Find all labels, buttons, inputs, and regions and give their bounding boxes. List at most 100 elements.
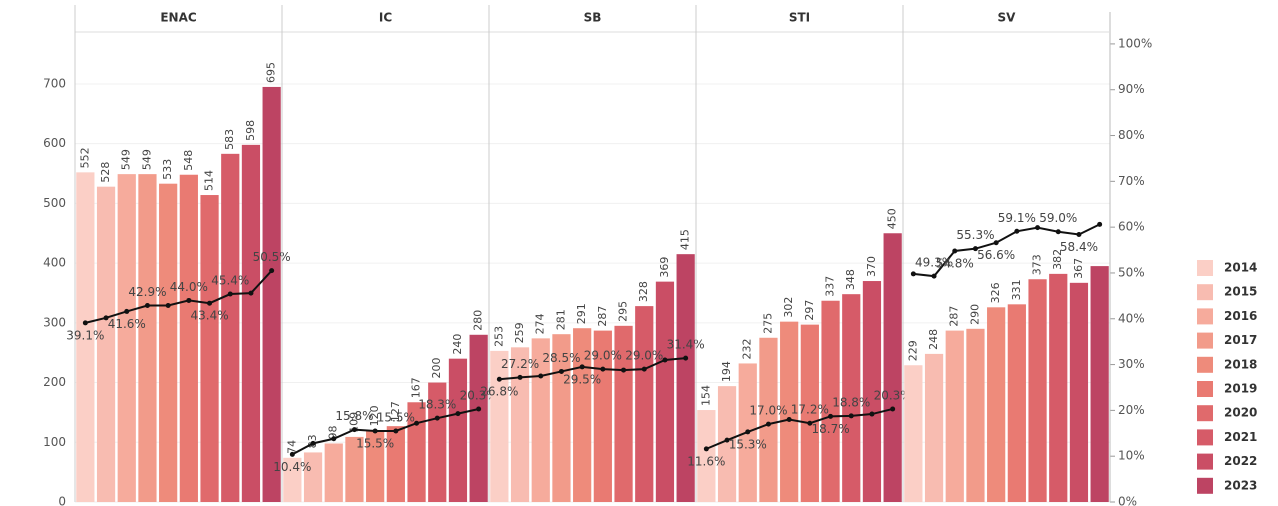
panel-header: SB bbox=[584, 11, 602, 25]
legend-label: 2022 bbox=[1224, 454, 1257, 468]
line-point bbox=[703, 446, 709, 452]
bar-label: 290 bbox=[968, 304, 981, 325]
bar-label: 337 bbox=[824, 276, 837, 297]
line-label: 15.5% bbox=[356, 436, 394, 450]
line-point bbox=[641, 366, 647, 372]
line-label: 29.0% bbox=[584, 349, 622, 363]
line-label: 59.1% bbox=[998, 211, 1036, 225]
line-point bbox=[869, 411, 875, 417]
line-point bbox=[579, 364, 585, 370]
legend-swatch bbox=[1197, 308, 1213, 325]
line-point bbox=[848, 413, 854, 419]
line-point bbox=[1055, 229, 1061, 235]
legend-swatch bbox=[1197, 381, 1213, 397]
bar-label: 695 bbox=[265, 62, 278, 83]
legend-swatch bbox=[1197, 405, 1213, 422]
line-label: 20.3% bbox=[460, 389, 498, 403]
legend-label: 2017 bbox=[1224, 333, 1257, 347]
legend-label: 2019 bbox=[1224, 382, 1257, 396]
panel-header: IC bbox=[379, 11, 392, 25]
line-label: 10.4% bbox=[273, 460, 311, 474]
legend-swatch bbox=[1197, 260, 1213, 276]
line-point bbox=[124, 308, 130, 314]
line-label: 27.2% bbox=[501, 357, 539, 371]
legend-label: 2018 bbox=[1224, 357, 1257, 371]
line-label: 39.1% bbox=[66, 328, 104, 342]
bar-label: 287 bbox=[596, 306, 609, 327]
line-label: 29.0% bbox=[625, 349, 663, 363]
line-label: 17.2% bbox=[791, 403, 829, 417]
bar bbox=[1028, 279, 1047, 502]
bar bbox=[469, 334, 488, 502]
line-point bbox=[310, 440, 316, 446]
bar bbox=[490, 350, 509, 502]
bar-label: 302 bbox=[782, 297, 795, 318]
bar-label: 127 bbox=[389, 401, 402, 422]
line-point bbox=[393, 428, 399, 434]
y2-tick-label: 70% bbox=[1118, 174, 1145, 188]
bar-label: 328 bbox=[637, 281, 650, 302]
bar-label: 259 bbox=[513, 322, 526, 343]
legend-label: 2023 bbox=[1224, 478, 1257, 492]
line-point bbox=[724, 437, 730, 443]
line-label: 59.0% bbox=[1039, 211, 1077, 225]
bar-label: 229 bbox=[906, 340, 919, 361]
line-label: 45.4% bbox=[211, 274, 249, 288]
legend-swatch bbox=[1197, 284, 1213, 301]
line-point bbox=[351, 427, 357, 433]
line-point bbox=[165, 302, 171, 308]
bar bbox=[1007, 304, 1026, 502]
bar bbox=[96, 186, 116, 503]
bar-label: 415 bbox=[679, 229, 692, 250]
line-point bbox=[1035, 225, 1041, 231]
line-label: 50.5% bbox=[253, 250, 291, 264]
line-point bbox=[558, 368, 564, 374]
bar-label: 552 bbox=[78, 147, 91, 168]
bar-label: 109 bbox=[347, 412, 360, 433]
line-label: 18.8% bbox=[832, 395, 870, 409]
line-point bbox=[103, 315, 109, 321]
bar bbox=[573, 328, 592, 502]
panel-header: SV bbox=[998, 11, 1017, 25]
y-tick-label: 100 bbox=[43, 435, 66, 449]
bar-label: 232 bbox=[741, 338, 754, 359]
line-point bbox=[952, 248, 958, 254]
bar bbox=[759, 337, 778, 502]
line-point bbox=[910, 271, 916, 277]
y2-tick-label: 60% bbox=[1118, 220, 1145, 234]
bar bbox=[262, 86, 281, 503]
legend-swatch bbox=[1197, 453, 1213, 470]
bar-label: 549 bbox=[120, 149, 133, 170]
line-point bbox=[414, 420, 420, 426]
bar bbox=[635, 306, 654, 502]
line-label: 20.3% bbox=[874, 389, 912, 403]
line-label: 11.6% bbox=[687, 454, 725, 468]
legend-swatch bbox=[1197, 429, 1213, 446]
line-point bbox=[538, 373, 544, 379]
line-point bbox=[600, 366, 606, 372]
bar bbox=[283, 457, 302, 502]
bar-label: 194 bbox=[720, 361, 733, 382]
bar-label: 281 bbox=[554, 309, 567, 330]
line-point bbox=[186, 297, 192, 303]
bar bbox=[386, 426, 405, 502]
bar-label: 549 bbox=[140, 149, 153, 170]
line-label: 56.6% bbox=[977, 248, 1015, 262]
bar bbox=[510, 347, 530, 502]
line-point bbox=[269, 268, 275, 274]
line-point bbox=[455, 411, 461, 417]
line bbox=[85, 269, 273, 324]
bar-label: 280 bbox=[472, 310, 485, 331]
line-label: 55.3% bbox=[956, 228, 994, 242]
line-label: 15.8% bbox=[335, 409, 373, 423]
y-tick-label: 0 bbox=[58, 495, 66, 506]
line-label: 29.5% bbox=[563, 372, 601, 386]
bar bbox=[717, 386, 737, 502]
bar-label: 253 bbox=[492, 326, 505, 347]
line-label: 49.3% bbox=[915, 256, 953, 270]
panel-header: ENAC bbox=[160, 11, 197, 25]
bar bbox=[1069, 282, 1089, 502]
bar bbox=[448, 358, 468, 502]
bar-label: 528 bbox=[99, 162, 112, 183]
line-label: 18.7% bbox=[811, 422, 849, 436]
